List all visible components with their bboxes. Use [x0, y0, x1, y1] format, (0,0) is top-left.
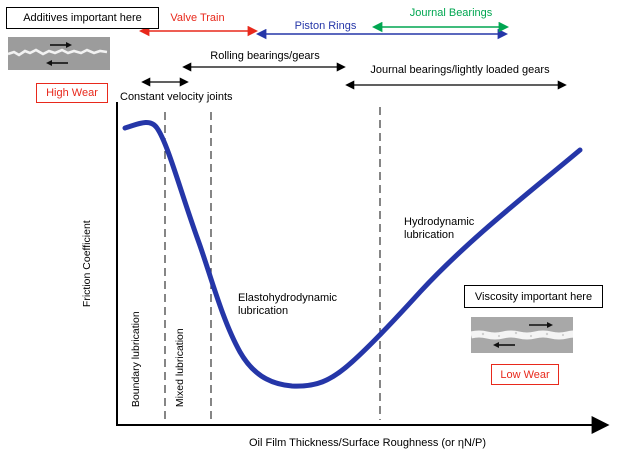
rough-surface-image [8, 37, 110, 70]
shear-arrow-left-icon [46, 60, 68, 66]
boundary-lubrication-label: Boundary lubrication [129, 311, 142, 408]
smooth-surface-image [471, 317, 573, 353]
hydrodynamic-label: Hydrodynamic lubrication [404, 216, 475, 241]
valve-train-label: Valve Train [170, 12, 225, 24]
journal-bearings-label: Journal Bearings [409, 7, 493, 19]
viscosity-callout-box: Viscosity important here [464, 285, 603, 308]
additives-callout-label: Additives important here [23, 12, 142, 24]
shear-arrow-right-icon [50, 42, 72, 48]
journal-lightly-loaded-label: Journal bearings/lightly loaded gears [370, 64, 550, 76]
fluid-film-band [471, 330, 573, 340]
stribeck-curve [122, 120, 583, 389]
y-axis-label: Friction Coefficient [80, 220, 93, 308]
low-wear-label: Low Wear [500, 368, 550, 381]
low-wear-box: Low Wear [491, 364, 559, 385]
viscosity-callout-label: Viscosity important here [474, 290, 593, 303]
x-axis-label: Oil Film Thickness/Surface Roughness (or… [249, 437, 486, 449]
film-speckle-texture [481, 331, 565, 338]
rough-contact-line [8, 48, 108, 57]
shear-arrow-right-icon [529, 322, 553, 328]
additives-callout-box: Additives important here [6, 7, 159, 29]
shear-arrow-left-icon [493, 342, 515, 348]
elastohydrodynamic-label: Elastohydrodynamic lubrication [238, 292, 338, 317]
rolling-bearings-label: Rolling bearings/gears [210, 50, 320, 62]
piston-rings-label: Piston Rings [294, 20, 357, 32]
cv-joints-label: Constant velocity joints [120, 91, 233, 103]
high-wear-box: High Wear [36, 83, 108, 103]
mixed-lubrication-label: Mixed lubrication [173, 328, 186, 408]
high-wear-label: High Wear [46, 87, 98, 99]
